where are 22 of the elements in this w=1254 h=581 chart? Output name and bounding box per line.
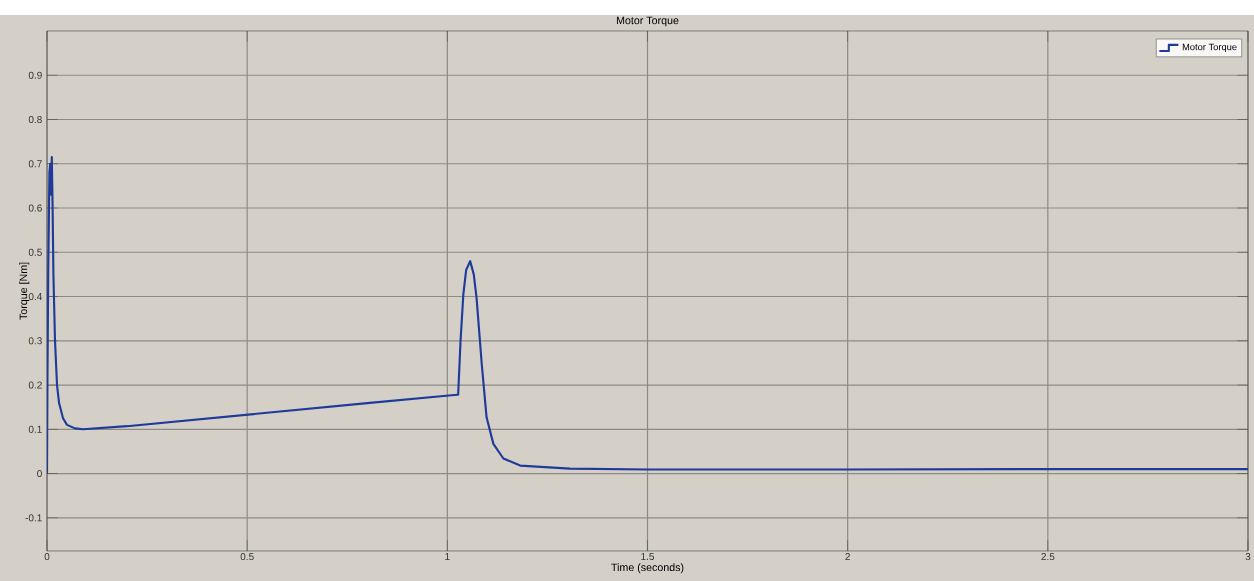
y-tick-label: 0.2 [28,381,42,389]
y-tick-label: 0.5 [28,248,42,256]
legend-label: Motor Torque [1182,43,1237,53]
x-tick-label: 1.5 [641,553,655,561]
y-tick-label: 0.4 [28,292,43,301]
x-tick-label: 0.5 [240,553,254,561]
y-tick-label: 0.7 [28,160,42,168]
y-tick-label: 0 [37,470,42,478]
x-tick-label: 1 [445,553,450,560]
x-tick-label: 0 [44,553,50,561]
y-tick-label: 0.1 [28,425,42,433]
y-tick-label: 0.8 [28,115,42,124]
y-tick-label: 0.3 [28,337,42,345]
x-tick-label: 3 [1245,553,1251,561]
x-tick-label: 2 [845,553,850,561]
y-tick-label: 0.9 [28,71,42,79]
chart-title: Motor Torque [616,16,679,27]
x-tick-label: 2.5 [1041,553,1055,561]
y-axis-title: Torque [Nm] [19,262,30,320]
y-tick-label: -0.1 [25,514,42,522]
y-tick-label: 0.6 [28,204,42,212]
x-axis-title: Time (seconds) [611,563,684,574]
